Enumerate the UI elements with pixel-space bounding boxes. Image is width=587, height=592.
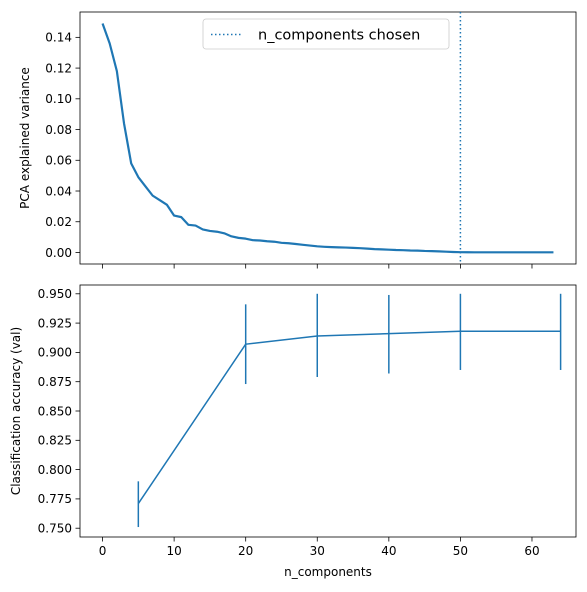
y-tick-label: 0.750 [38,522,72,536]
y-axis-label: Classification accuracy (val) [9,327,23,495]
classification-accuracy-panel: 0 10 20 30 40 50 60 0.750 0.775 0.800 0.825 0.850 0.… [9,284,577,579]
x-tick-label: 0 [99,544,107,558]
legend: n_components chosen [202,18,450,50]
y-tick-label: 0.12 [45,61,72,75]
y-tick-label: 0.04 [45,184,72,198]
x-tick-label: 30 [310,544,325,558]
axes-frame [79,284,577,538]
y-axis-label: PCA explained variance [18,67,32,209]
y-tick-label: 0.14 [45,31,72,45]
legend-box [202,18,450,50]
x-tick-label: 10 [166,544,181,558]
x-axis-label: n_components [284,565,372,579]
y-tick-label: 0.10 [45,92,72,106]
x-tick-label: 50 [453,544,468,558]
x-tick-label: 60 [524,544,539,558]
y-tick-label: 0.02 [45,215,72,229]
accuracy-line [137,330,561,505]
axes-frame [79,11,577,265]
x-tick-label: 40 [381,544,396,558]
y-tick-label: 0.875 [38,375,72,389]
y-tick-label: 0.00 [45,246,72,260]
pca-variance-panel: 0.00 0.02 0.04 0.06 0.08 0.10 0.12 0.14 PCA expl… [18,11,577,269]
y-tick-label: 0.800 [38,463,72,477]
y-tick-label: 0.08 [45,123,72,137]
y-tick-label: 0.775 [38,492,72,506]
y-tick-label: 0.06 [45,154,72,168]
y-tick-label: 0.925 [38,316,72,330]
y-tick-label: 0.950 [38,287,72,301]
y-tick-label: 0.850 [38,404,72,418]
y-tick-label: 0.825 [38,434,72,448]
legend-label: n_components chosen [258,28,420,44]
y-tick-label: 0.900 [38,346,72,360]
x-tick-label: 20 [238,544,253,558]
explained-variance-line [101,23,554,254]
